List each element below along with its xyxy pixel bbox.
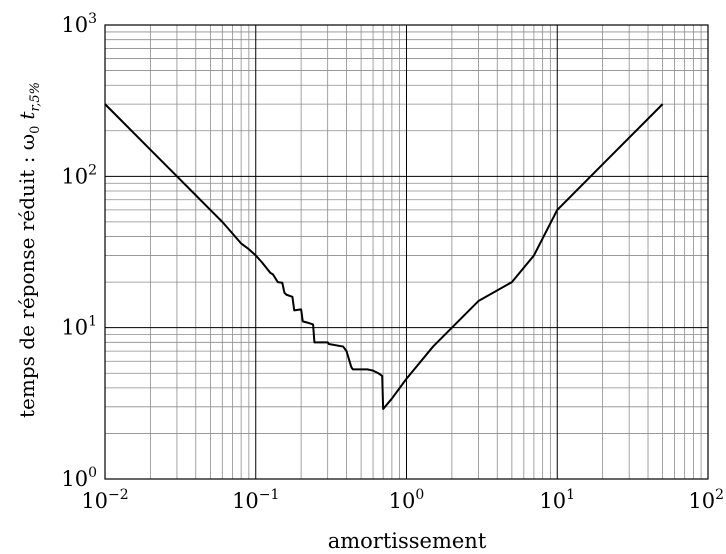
- x-tick-label: 100: [389, 487, 425, 513]
- y-axis-label: temps de réponse réduit : ω0 tr,5%: [15, 82, 43, 418]
- x-tick-label: 102: [688, 487, 724, 513]
- y-axis-label-t: t: [15, 111, 39, 120]
- svg-text:temps de réponse réduit : ω0tr: temps de réponse réduit : ω0 tr,5%: [15, 82, 43, 418]
- x-tick-labels: 10−2 10−1 100 101 102: [81, 487, 724, 513]
- y-tick-label: 100: [61, 465, 97, 491]
- x-tick-label: 10−2: [81, 487, 128, 513]
- y-tick-label: 101: [61, 314, 97, 340]
- x-tick-label: 10−1: [232, 487, 279, 513]
- y-axis-label-sub1: r,5%: [28, 82, 43, 112]
- y-tick-labels: 100 101 102 103: [61, 11, 97, 491]
- y-axis-label-main: temps de réponse réduit : ω: [15, 134, 39, 418]
- plot-frame: [104, 24, 709, 480]
- x-tick-label: 101: [539, 487, 575, 513]
- y-tick-label: 103: [61, 11, 97, 37]
- x-axis-label: amortissement: [328, 529, 487, 553]
- series-line: [104, 103, 664, 411]
- y-axis-label-sub0: 0: [28, 126, 43, 134]
- y-tick-label: 102: [61, 162, 97, 188]
